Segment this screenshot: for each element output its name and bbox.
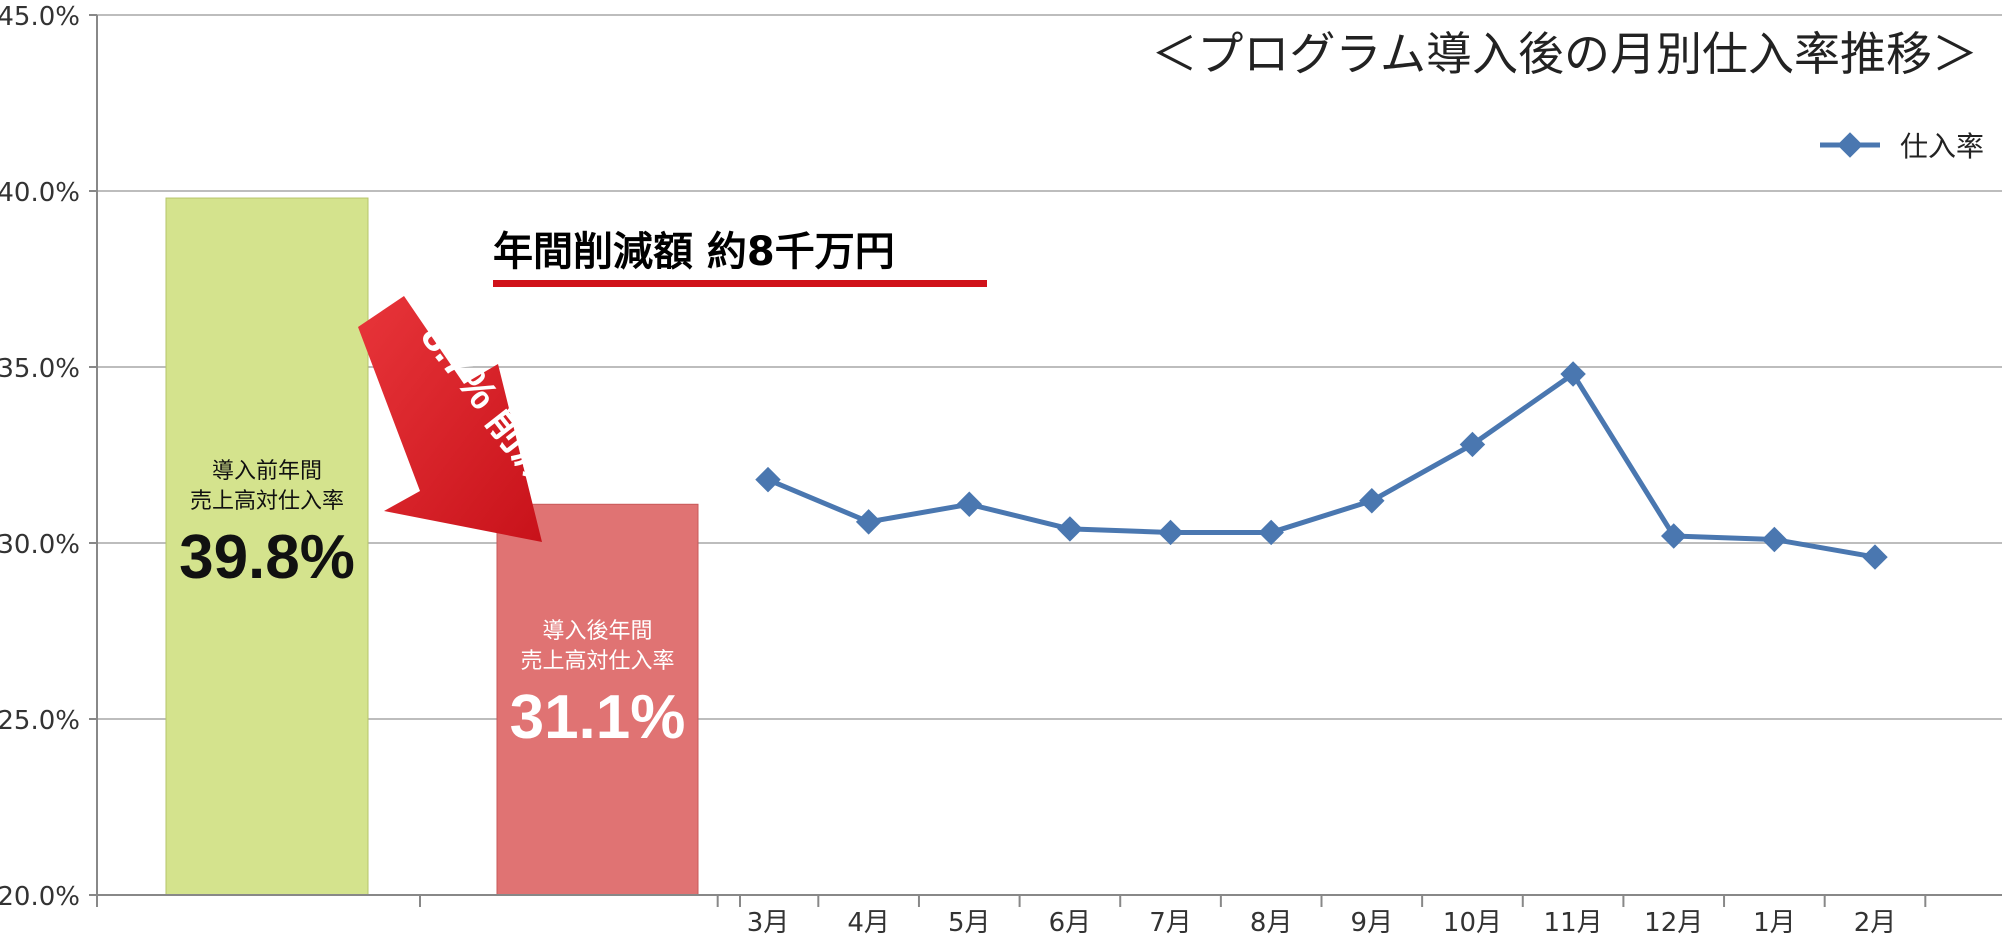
series-line	[767, 371, 1876, 560]
x-tick-label: 2月	[1854, 908, 1897, 938]
y-axis-ticks: 20.0% 25.0% 30.0% 35.0% 40.0% 45.0%	[0, 2, 97, 912]
x-tick-label: 8月	[1250, 908, 1293, 938]
reduction-arrow-shape	[358, 296, 542, 542]
bar-value-label: 31.1%	[510, 683, 686, 752]
data-point	[1359, 488, 1385, 514]
bar-label-line2: 売上高対仕入率	[520, 649, 674, 674]
savings-annotation: 年間削減額 約8千万円	[493, 229, 987, 287]
bar-value-label: 39.8%	[179, 523, 355, 592]
x-tick-label: 12月	[1644, 908, 1703, 938]
y-tick-label: 40.0%	[0, 178, 80, 208]
data-point	[1761, 526, 1788, 553]
bar-label-line1: 導入前年間	[212, 459, 322, 484]
data-point	[1057, 516, 1083, 542]
x-tick-label: 3月	[747, 908, 790, 938]
data-point	[1660, 523, 1687, 549]
legend: 仕入率	[1820, 130, 1984, 163]
y-tick-label: 30.0%	[0, 530, 80, 560]
data-point	[1258, 519, 1284, 546]
y-tick-label: 45.0%	[0, 2, 80, 32]
chart-title: ＜プログラム導入後の月別仕入率推移＞	[1151, 27, 1978, 81]
data-point	[956, 491, 983, 518]
bar-label-line2: 売上高対仕入率	[190, 489, 344, 514]
savings-label: 年間削減額 約8千万円	[493, 229, 895, 275]
x-tick-label: 9月	[1351, 908, 1394, 938]
x-tick-label: 10月	[1443, 908, 1502, 938]
data-point	[855, 509, 882, 535]
line-series	[755, 361, 1888, 570]
axes	[96, 15, 2002, 907]
x-tick-label: 5月	[948, 908, 991, 938]
data-point	[1862, 544, 1888, 570]
summary-bar	[165, 197, 369, 896]
legend-label: 仕入率	[1900, 130, 1984, 163]
summary-bar	[496, 503, 699, 896]
y-tick-label: 20.0%	[0, 882, 80, 912]
x-tick-label: 7月	[1149, 908, 1192, 938]
data-point	[755, 466, 781, 493]
legend-marker	[1837, 132, 1863, 158]
x-tick-label: 4月	[847, 908, 890, 938]
x-tick-label: 11月	[1544, 908, 1603, 938]
bar-label-line1: 導入後年間	[542, 619, 652, 644]
y-tick-label: 25.0%	[0, 706, 80, 736]
x-tick-label: 1月	[1753, 908, 1796, 938]
x-tick-label: 6月	[1049, 908, 1092, 938]
y-tick-label: 35.0%	[0, 354, 80, 384]
x-axis-ticks: 3月 4月 5月 6月 7月 8月 9月 10月 11月 12月 1月 2月	[419, 895, 1927, 938]
savings-underline	[493, 280, 987, 287]
data-point	[1157, 519, 1184, 546]
